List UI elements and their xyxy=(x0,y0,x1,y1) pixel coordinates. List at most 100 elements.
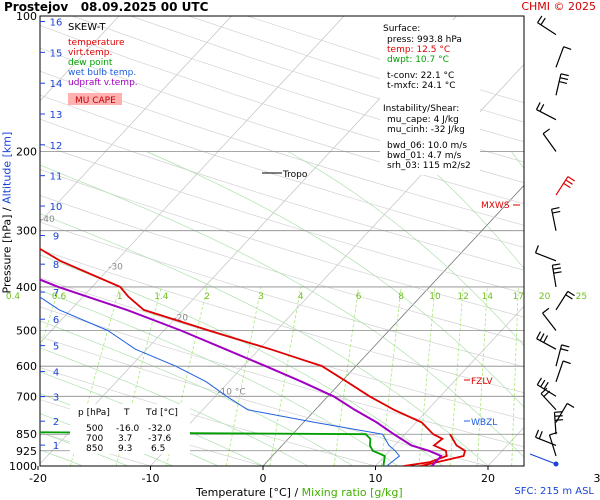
wind-barb-feather xyxy=(554,415,563,417)
moist-adiabat xyxy=(40,371,264,466)
wind-barb xyxy=(555,176,569,196)
wind-barb-feather xyxy=(565,294,573,300)
mixing-ratio-label: 8 xyxy=(398,292,404,302)
table-col-p: p [hPa] xyxy=(78,408,110,418)
table-cell: 700 xyxy=(86,434,103,444)
wind-barb-feather xyxy=(552,263,561,266)
altitude-tick-label: 11 xyxy=(50,172,63,183)
temperature-tick-label: 10 xyxy=(369,472,383,485)
wind-barb xyxy=(540,393,557,411)
wind-barb xyxy=(555,46,565,68)
mixing-ratio-label: 14 xyxy=(482,292,494,302)
dry-adiabat xyxy=(40,94,524,248)
pressure-tick-label: 1000 xyxy=(9,460,37,473)
wind-barb-feather xyxy=(563,46,572,50)
dry-adiabat xyxy=(40,249,524,394)
series-wet-bulb-temp- xyxy=(40,296,401,466)
altitude-tick-label: 13 xyxy=(50,110,63,121)
pressure-tick-label: 850 xyxy=(16,428,37,441)
temperature-ticks: -30-20-10010203040 xyxy=(29,466,600,485)
wind-barb xyxy=(548,434,557,457)
pressure-tick-label: 600 xyxy=(16,360,37,373)
temperature-tick-label: 30 xyxy=(594,472,600,485)
instability-title: Instability/Shear: xyxy=(383,104,459,114)
mixing-ratio-label: 20 xyxy=(539,292,551,302)
wind-barb-feather xyxy=(559,81,568,84)
wind-barb xyxy=(550,209,557,231)
mu-cinh-value: mu_cinh: -32 J/kg xyxy=(387,125,465,135)
levels-table: p [hPa] T Td [°C] 500 -16.0 -32.0 700 3.… xyxy=(70,404,190,454)
pressure-ticks: 1000 925 850 700 600 500 400 300 200 100 xyxy=(9,10,37,473)
wind-barb-feather xyxy=(536,377,542,386)
dry-adiabat xyxy=(40,143,524,294)
srh-03: srh_03: 115 m2/s2 xyxy=(387,161,471,171)
series-virt-temp- xyxy=(420,433,467,466)
surface-temp: temp: 12.5 °C xyxy=(387,45,450,55)
wind-barb xyxy=(555,403,568,423)
isotherm-line xyxy=(40,16,232,223)
moist-adiabat xyxy=(40,431,129,466)
wind-barb xyxy=(536,109,557,121)
altitude-tick-label: 16 xyxy=(50,18,63,29)
wind-barb-feather xyxy=(537,15,543,23)
altitude-tick-label: 12 xyxy=(50,141,63,152)
surface-elevation: SFC: 215 m ASL xyxy=(514,486,594,497)
pressure-axis-label: Pressure [hPa] xyxy=(0,214,14,294)
wind-barb xyxy=(555,344,563,367)
isotherm-line xyxy=(40,16,345,344)
surface-title: Surface: xyxy=(383,24,420,34)
plot-frame xyxy=(39,15,525,467)
altitude-tick-label: 6 xyxy=(53,315,59,326)
wind-barb-feather xyxy=(535,102,541,110)
mixing-ratio-label: 1.4 xyxy=(154,292,169,302)
pressure-tick-label: 300 xyxy=(16,225,37,238)
mixing-ratio-label: 0.6 xyxy=(52,292,67,302)
series-dew-point xyxy=(40,431,386,466)
altitude-tick-label: 15 xyxy=(50,48,63,59)
altitude-tick-label: 9 xyxy=(53,232,59,243)
isotherm-line xyxy=(150,63,524,466)
table-cell: -16.0 xyxy=(116,424,140,434)
table-cell: -37.6 xyxy=(148,434,172,444)
mixing-ratio-label: 2 xyxy=(204,292,210,302)
wind-barb-feather xyxy=(565,179,573,185)
mixing-ratio-line xyxy=(380,286,402,466)
isotherm-label: -40 xyxy=(40,215,55,225)
pressure-tick-label: 700 xyxy=(16,390,37,403)
temperature-tick-label: -20 xyxy=(29,472,47,485)
wind-barb-feather xyxy=(554,419,564,421)
wind-barb-feather xyxy=(566,402,575,409)
dry-adiabat xyxy=(130,16,524,143)
isotherm-label: -30 xyxy=(108,263,123,273)
sounding-date: 08.09.2025 00 UTC xyxy=(80,0,209,14)
mixing-ratio-label: 12 xyxy=(457,292,468,302)
moist-adiabat xyxy=(40,254,444,466)
y-axis-label: Pressure [hPa] / Altitude [km] xyxy=(0,132,14,294)
altitude-axis-label: Altitude [km] xyxy=(0,131,14,204)
wind-barb xyxy=(551,265,557,288)
t-conv: t-conv: 22.1 °C xyxy=(387,71,454,81)
wind-barb-feather xyxy=(562,360,571,365)
altitude-tick-label: 3 xyxy=(53,393,59,404)
bwd-01: bwd_01: 4.7 m/s xyxy=(387,151,462,161)
wind-barb-feather xyxy=(540,387,548,395)
wind-barb xyxy=(535,436,557,446)
wind-barb-feather xyxy=(563,182,571,189)
wind-barb-feather xyxy=(561,344,570,348)
wind-barb xyxy=(555,291,569,311)
levels-table-bg xyxy=(70,404,190,454)
legend-virtual-temp: virt.temp. xyxy=(68,48,112,58)
dry-adiabat xyxy=(40,118,524,271)
wind-barb xyxy=(536,338,557,350)
info-panel: Surface: press: 993.8 hPa temp: 12.5 °C … xyxy=(380,20,480,175)
wind-barb xyxy=(535,252,557,262)
altitude-tick-label: 2 xyxy=(53,417,59,428)
profile-series xyxy=(40,247,467,466)
wind-barb-feather xyxy=(539,333,545,341)
moist-adiabat xyxy=(287,151,524,347)
isotherm-labels: -80 °C-70-60-50-40-30-20-10 °C xyxy=(40,215,246,397)
chart-title: Prostejov 08.09.2025 00 UTC xyxy=(4,0,208,14)
wind-barb-feather xyxy=(543,381,549,390)
credit-text: CHMI © 2025 xyxy=(521,0,596,13)
